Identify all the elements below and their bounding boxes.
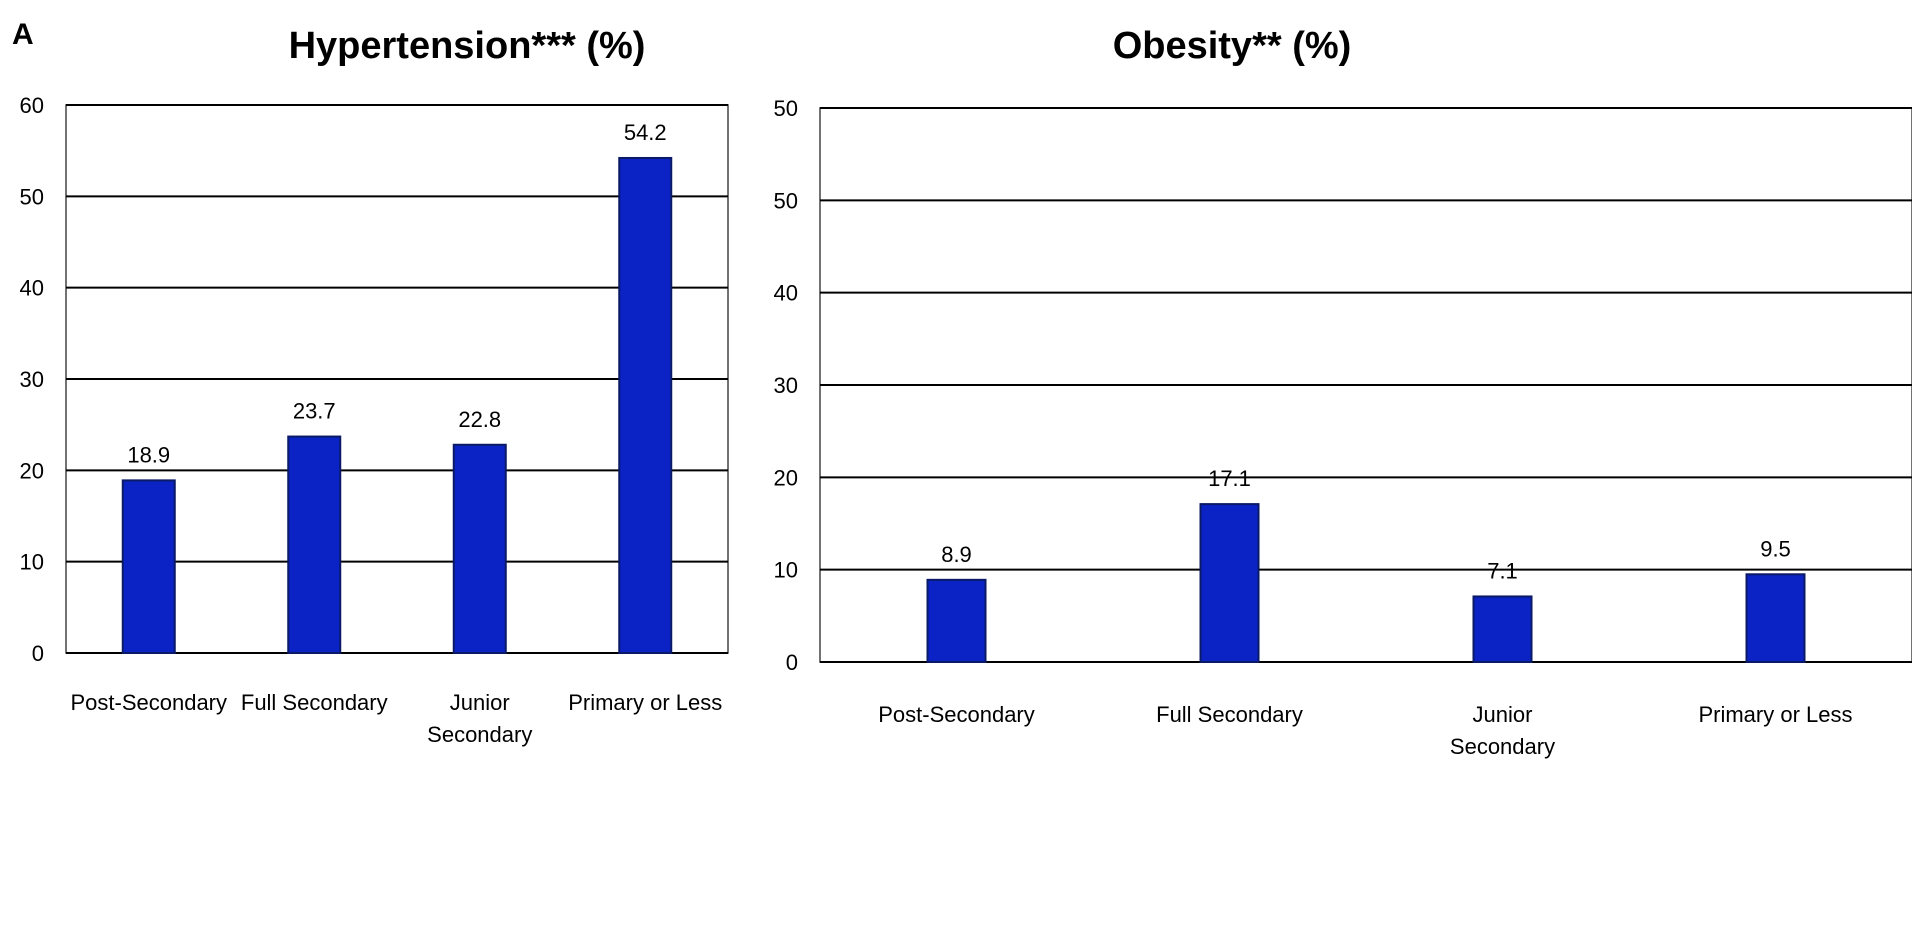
- y-tick-label: 10: [774, 558, 798, 583]
- chart-title: Obesity** (%): [1113, 25, 1352, 67]
- y-tick-label: 40: [20, 276, 44, 301]
- bar: [618, 156, 673, 654]
- bar: [926, 578, 987, 663]
- data-label: 8.9: [941, 542, 972, 567]
- bar: [452, 443, 507, 655]
- y-tick-label: 30: [20, 367, 44, 392]
- x-category-label: Post-Secondary: [878, 702, 1035, 727]
- x-category-label: Junior Secondary: [1450, 702, 1555, 759]
- y-tick-label: 50: [774, 96, 798, 121]
- data-label: 9.5: [1760, 536, 1791, 561]
- x-category-label: Full Secondary: [241, 690, 388, 715]
- bar: [1745, 573, 1806, 663]
- y-tick-label: 20: [774, 465, 798, 490]
- y-tick-label: 20: [20, 458, 44, 483]
- data-label: 22.8: [458, 407, 501, 432]
- data-label: 17.1: [1208, 466, 1251, 491]
- y-tick-label: 40: [774, 281, 798, 306]
- y-tick-label: 0: [786, 650, 798, 675]
- x-category-label: Post-Secondary: [70, 690, 227, 715]
- bar: [1199, 503, 1260, 663]
- data-label: 7.1: [1487, 558, 1518, 583]
- obesity-chart: Obesity** (%) 0 10 20 30 40 50 50 8.9 Post-Secon…: [774, 25, 1912, 759]
- data-label: 54.2: [624, 120, 667, 145]
- x-category-label: Junior Secondary: [427, 690, 532, 747]
- bar: [121, 479, 176, 654]
- y-tick-label: 30: [774, 373, 798, 398]
- x-category-label: Full Secondary: [1156, 702, 1303, 727]
- bar: [287, 435, 342, 655]
- x-category-label: Primary or Less: [1698, 702, 1852, 727]
- data-label: 18.9: [127, 442, 170, 467]
- data-label: 23.7: [293, 399, 336, 424]
- bar: [1472, 595, 1533, 664]
- y-tick-label: 50: [774, 188, 798, 213]
- y-tick-label: 10: [20, 550, 44, 575]
- y-tick-label: 0: [32, 641, 44, 666]
- chart-title: Hypertension*** (%): [289, 25, 646, 67]
- panel-label: A: [12, 18, 34, 51]
- y-tick-label: 60: [20, 93, 44, 118]
- y-tick-label: 50: [20, 184, 44, 209]
- hypertension-chart: Hypertension*** (%) 0 10 20 30 40 50 60 18.9 Pos…: [20, 25, 729, 747]
- x-category-label: Primary or Less: [568, 690, 722, 715]
